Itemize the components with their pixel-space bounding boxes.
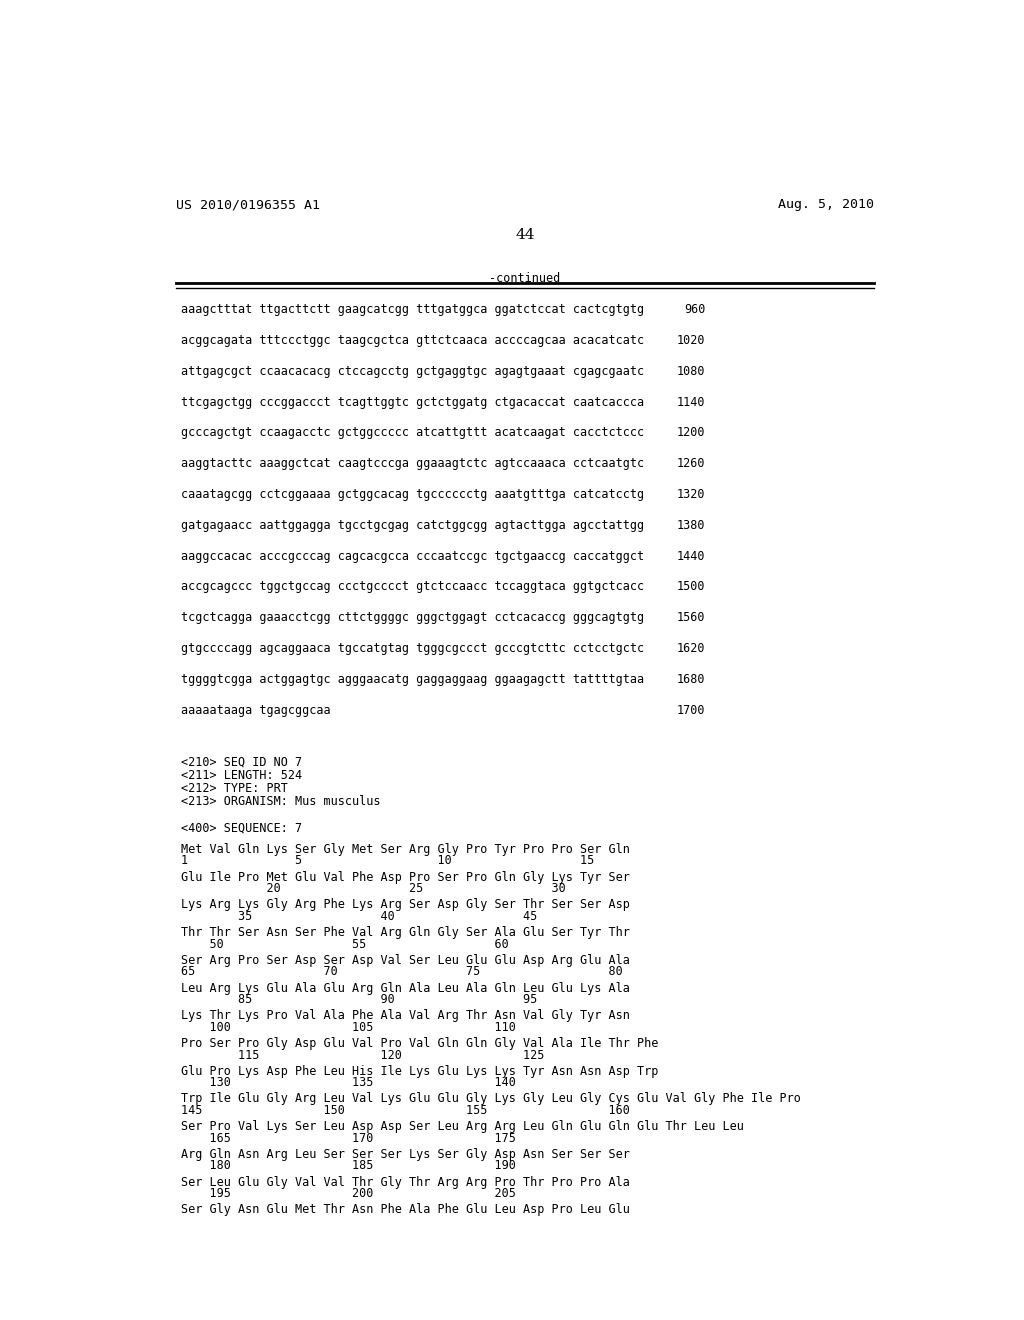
Text: acggcagata tttccctggc taagcgctca gttctcaaca accccagcaa acacatcatc: acggcagata tttccctggc taagcgctca gttctca…: [180, 334, 644, 347]
Text: Aug. 5, 2010: Aug. 5, 2010: [777, 198, 873, 211]
Text: Leu Arg Lys Glu Ala Glu Arg Gln Ala Leu Ala Gln Leu Glu Lys Ala: Leu Arg Lys Glu Ala Glu Arg Gln Ala Leu …: [180, 982, 630, 994]
Text: attgagcgct ccaacacacg ctccagcctg gctgaggtgc agagtgaaat cgagcgaatc: attgagcgct ccaacacacg ctccagcctg gctgagg…: [180, 364, 644, 378]
Text: 1700: 1700: [677, 704, 706, 717]
Text: <213> ORGANISM: Mus musculus: <213> ORGANISM: Mus musculus: [180, 795, 380, 808]
Text: gatgagaacc aattggagga tgcctgcgag catctggcgg agtacttgga agcctattgg: gatgagaacc aattggagga tgcctgcgag catctgg…: [180, 519, 644, 532]
Text: 195                 200                 205: 195 200 205: [180, 1187, 515, 1200]
Text: 165                 170                 175: 165 170 175: [180, 1131, 515, 1144]
Text: Pro Ser Pro Gly Asp Glu Val Pro Val Gln Gln Gly Val Ala Ile Thr Phe: Pro Ser Pro Gly Asp Glu Val Pro Val Gln …: [180, 1038, 658, 1049]
Text: 130                 135                 140: 130 135 140: [180, 1076, 515, 1089]
Text: 1140: 1140: [677, 396, 706, 409]
Text: 1680: 1680: [677, 673, 706, 686]
Text: Ser Arg Pro Ser Asp Ser Asp Val Ser Leu Glu Glu Asp Arg Glu Ala: Ser Arg Pro Ser Asp Ser Asp Val Ser Leu …: [180, 954, 630, 966]
Text: caaatagcgg cctcggaaaa gctggcacag tgcccccctg aaatgtttga catcatcctg: caaatagcgg cctcggaaaa gctggcacag tgccccc…: [180, 488, 644, 502]
Text: US 2010/0196355 A1: US 2010/0196355 A1: [176, 198, 321, 211]
Text: 115                 120                 125: 115 120 125: [180, 1048, 544, 1061]
Text: aaggtacttc aaaggctcat caagtcccga ggaaagtctc agtccaaaca cctcaatgtc: aaggtacttc aaaggctcat caagtcccga ggaaagt…: [180, 457, 644, 470]
Text: Thr Thr Ser Asn Ser Phe Val Arg Gln Gly Ser Ala Glu Ser Tyr Thr: Thr Thr Ser Asn Ser Phe Val Arg Gln Gly …: [180, 927, 630, 939]
Text: Met Val Gln Lys Ser Gly Met Ser Arg Gly Pro Tyr Pro Pro Ser Gln: Met Val Gln Lys Ser Gly Met Ser Arg Gly …: [180, 843, 630, 855]
Text: Arg Gln Asn Arg Leu Ser Ser Ser Lys Ser Gly Asp Asn Ser Ser Ser: Arg Gln Asn Arg Leu Ser Ser Ser Lys Ser …: [180, 1148, 630, 1160]
Text: 1500: 1500: [677, 581, 706, 594]
Text: <212> TYPE: PRT: <212> TYPE: PRT: [180, 781, 288, 795]
Text: 35                  40                  45: 35 40 45: [180, 909, 537, 923]
Text: 50                  55                  60: 50 55 60: [180, 937, 509, 950]
Text: tggggtcgga actggagtgc agggaacatg gaggaggaag ggaagagctt tattttgtaa: tggggtcgga actggagtgc agggaacatg gaggagg…: [180, 673, 644, 686]
Text: gtgccccagg agcaggaaca tgccatgtag tgggcgccct gcccgtcttc cctcctgctc: gtgccccagg agcaggaaca tgccatgtag tgggcgc…: [180, 642, 644, 655]
Text: aaggccacac acccgcccag cagcacgcca cccaatccgc tgctgaaccg caccatggct: aaggccacac acccgcccag cagcacgcca cccaatc…: [180, 549, 644, 562]
Text: 145                 150                 155                 160: 145 150 155 160: [180, 1104, 630, 1117]
Text: <210> SEQ ID NO 7: <210> SEQ ID NO 7: [180, 756, 302, 770]
Text: 100                 105                 110: 100 105 110: [180, 1020, 515, 1034]
Text: <400> SEQUENCE: 7: <400> SEQUENCE: 7: [180, 821, 302, 834]
Text: 1320: 1320: [677, 488, 706, 502]
Text: -continued: -continued: [489, 272, 560, 285]
Text: ttcgagctgg cccggaccct tcagttggtc gctctggatg ctgacaccat caatcaccca: ttcgagctgg cccggaccct tcagttggtc gctctgg…: [180, 396, 644, 409]
Text: tcgctcagga gaaacctcgg cttctggggc gggctggagt cctcacaccg gggcagtgtg: tcgctcagga gaaacctcgg cttctggggc gggctgg…: [180, 611, 644, 624]
Text: Ser Pro Val Lys Ser Leu Asp Asp Ser Leu Arg Arg Leu Gln Glu Gln Glu Thr Leu Leu: Ser Pro Val Lys Ser Leu Asp Asp Ser Leu …: [180, 1121, 743, 1133]
Text: aaaaataaga tgagcggcaa: aaaaataaga tgagcggcaa: [180, 704, 331, 717]
Text: 1080: 1080: [677, 364, 706, 378]
Text: Glu Pro Lys Asp Phe Leu His Ile Lys Glu Lys Lys Tyr Asn Asn Asp Trp: Glu Pro Lys Asp Phe Leu His Ile Lys Glu …: [180, 1065, 658, 1077]
Text: Trp Ile Glu Gly Arg Leu Val Lys Glu Glu Gly Lys Gly Leu Gly Cys Glu Val Gly Phe : Trp Ile Glu Gly Arg Leu Val Lys Glu Glu …: [180, 1093, 801, 1105]
Text: 1440: 1440: [677, 549, 706, 562]
Text: 180                 185                 190: 180 185 190: [180, 1159, 515, 1172]
Text: 1620: 1620: [677, 642, 706, 655]
Text: 1020: 1020: [677, 334, 706, 347]
Text: 1200: 1200: [677, 426, 706, 440]
Text: 85                  90                  95: 85 90 95: [180, 993, 537, 1006]
Text: <211> LENGTH: 524: <211> LENGTH: 524: [180, 770, 302, 781]
Text: aaagctttat ttgacttctt gaagcatcgg tttgatggca ggatctccat cactcgtgtg: aaagctttat ttgacttctt gaagcatcgg tttgatg…: [180, 304, 644, 317]
Text: 65                  70                  75                  80: 65 70 75 80: [180, 965, 623, 978]
Text: Lys Thr Lys Pro Val Ala Phe Ala Val Arg Thr Asn Val Gly Tyr Asn: Lys Thr Lys Pro Val Ala Phe Ala Val Arg …: [180, 1010, 630, 1022]
Text: accgcagccc tggctgccag ccctgcccct gtctccaacc tccaggtaca ggtgctcacc: accgcagccc tggctgccag ccctgcccct gtctcca…: [180, 581, 644, 594]
Text: 1380: 1380: [677, 519, 706, 532]
Text: Ser Leu Glu Gly Val Val Thr Gly Thr Arg Arg Pro Thr Pro Pro Ala: Ser Leu Glu Gly Val Val Thr Gly Thr Arg …: [180, 1176, 630, 1188]
Text: gcccagctgt ccaagacctc gctggccccc atcattgttt acatcaagat cacctctccc: gcccagctgt ccaagacctc gctggccccc atcattg…: [180, 426, 644, 440]
Text: 1560: 1560: [677, 611, 706, 624]
Text: Lys Arg Lys Gly Arg Phe Lys Arg Ser Asp Gly Ser Thr Ser Ser Asp: Lys Arg Lys Gly Arg Phe Lys Arg Ser Asp …: [180, 899, 630, 911]
Text: 20                  25                  30: 20 25 30: [180, 882, 565, 895]
Text: 1               5                   10                  15: 1 5 10 15: [180, 854, 594, 867]
Text: 960: 960: [684, 304, 706, 317]
Text: Ser Gly Asn Glu Met Thr Asn Phe Ala Phe Glu Leu Asp Pro Leu Glu: Ser Gly Asn Glu Met Thr Asn Phe Ala Phe …: [180, 1204, 630, 1216]
Text: 1260: 1260: [677, 457, 706, 470]
Text: Glu Ile Pro Met Glu Val Phe Asp Pro Ser Pro Gln Gly Lys Tyr Ser: Glu Ile Pro Met Glu Val Phe Asp Pro Ser …: [180, 871, 630, 883]
Text: 44: 44: [515, 227, 535, 242]
